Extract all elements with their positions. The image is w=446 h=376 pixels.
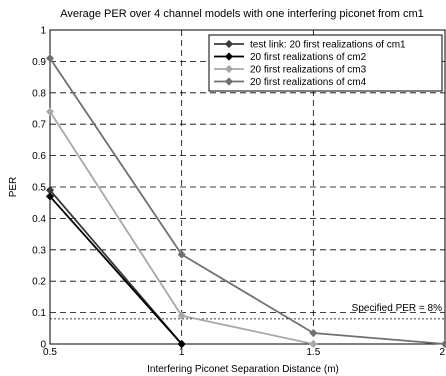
series-point-2 (177, 339, 186, 349)
legend-label: 20 first realizations of cm3 (250, 65, 367, 76)
y-tick-label: 0.3 (32, 245, 46, 256)
series-point-4 (309, 328, 318, 338)
series-point-4 (440, 339, 446, 349)
series-point-3 (45, 107, 55, 116)
y-tick-label: 0.9 (32, 57, 46, 68)
legend-marker (224, 52, 234, 61)
legend-box (208, 34, 443, 92)
y-tick-label: 0.6 (32, 151, 46, 162)
series-point-4 (177, 250, 186, 259)
chart-title: Average PER over 4 channel models with o… (60, 8, 424, 20)
series-point-3 (177, 311, 186, 320)
y-tick-label: 0.1 (32, 308, 46, 319)
reference-line-label: Specified PER = 8% (352, 303, 442, 314)
legend-marker (224, 77, 234, 86)
y-tick-label: 0.5 (32, 183, 46, 194)
legend-label: 20 first realizations of cm4 (250, 77, 367, 88)
x-tick-label: 1.5 (306, 347, 320, 358)
x-tick-label: 1 (179, 347, 185, 358)
x-tick-label: 0.5 (43, 347, 57, 358)
y-tick-label: 0.8 (32, 88, 46, 99)
series-line-4 (49, 57, 446, 345)
y-axis-label: PER (8, 177, 19, 198)
legend-marker (224, 64, 234, 74)
series-line-2 (49, 195, 183, 345)
series-group (45, 54, 446, 349)
series-point-4 (45, 54, 55, 63)
y-tick-label: 0 (40, 340, 46, 351)
legend: test link: 20 first realizations of cm12… (208, 34, 443, 92)
reference-line-group: Specified PER = 8% (50, 303, 445, 320)
legend-label: 20 first realizations of cm2 (250, 52, 367, 63)
y-tick-label: 0.7 (32, 120, 46, 131)
axis-ticks: 0 0.1 0.2 0.3 0.4 0.5 0.6 0.7 0.8 0.9 1 0.5 1 1.5 2 (32, 26, 445, 359)
x-tick-label: 2 (439, 347, 445, 358)
series-point-2 (45, 192, 55, 201)
series-point-3 (309, 339, 318, 349)
y-tick-label: 0.4 (32, 214, 46, 225)
y-tick-label: 1 (40, 26, 46, 37)
legend-label: test link: 20 first realizations of cm1 (250, 40, 406, 51)
y-tick-label: 0.2 (32, 277, 46, 288)
legend-marker (224, 39, 234, 49)
x-axis-label: Interfering Piconet Separation Distance … (147, 364, 339, 375)
